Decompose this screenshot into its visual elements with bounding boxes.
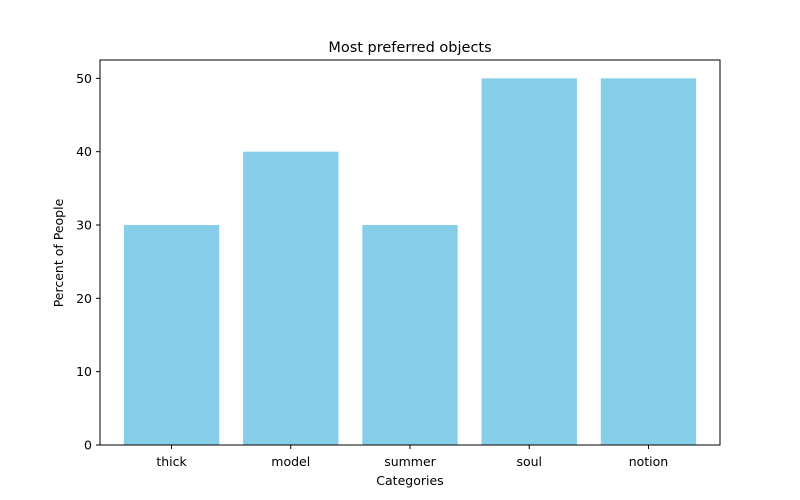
bar-notion [600, 78, 697, 445]
x-axis-label: Categories [376, 473, 443, 488]
chart-title: Most preferred objects [328, 40, 491, 56]
x-tick-label: model [271, 454, 310, 469]
y-tick-label: 50 [76, 71, 92, 86]
y-tick-label: 30 [76, 218, 92, 233]
bar-summer [362, 225, 458, 445]
y-axis-ticks: 0 10 20 30 40 50 [76, 71, 100, 453]
y-tick-label: 10 [76, 364, 92, 379]
x-axis-ticks: thick model summer soul notion [156, 445, 668, 469]
x-tick-label: thick [156, 454, 187, 469]
x-tick-label: soul [516, 454, 542, 469]
y-tick-label: 20 [76, 291, 92, 306]
plot-frame [99, 59, 721, 446]
bars-group [123, 78, 697, 445]
bar-thick [123, 225, 220, 445]
y-axis-label: Percent of People [51, 198, 66, 307]
bar-model [243, 151, 339, 445]
x-tick-label: summer [384, 454, 436, 469]
y-tick-label: 40 [76, 144, 92, 159]
bar-soul [481, 78, 577, 445]
y-tick-label: 0 [84, 438, 92, 453]
x-tick-label: notion [629, 454, 669, 469]
